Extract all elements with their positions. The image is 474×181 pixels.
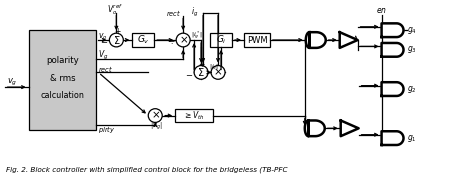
Text: $|i_g^*|$: $|i_g^*|$: [191, 30, 203, 42]
Text: $+$: $+$: [198, 59, 206, 69]
Text: & rms: & rms: [50, 74, 75, 83]
Text: $g_4$: $g_4$: [407, 25, 416, 36]
Text: $+$: $+$: [114, 26, 121, 36]
Text: $g_1$: $g_1$: [407, 133, 416, 144]
Text: $\Sigma$: $\Sigma$: [197, 66, 205, 78]
Text: $g_2$: $g_2$: [407, 84, 416, 95]
Text: $G_i$: $G_i$: [216, 34, 227, 46]
Polygon shape: [340, 32, 358, 48]
Bar: [175, 109, 213, 122]
Circle shape: [211, 66, 225, 79]
Text: $\Sigma$: $\Sigma$: [112, 34, 120, 46]
Polygon shape: [306, 32, 326, 48]
Text: $en$: $en$: [376, 6, 387, 15]
Text: $G_v$: $G_v$: [137, 34, 150, 46]
Text: $|i_g|$: $|i_g|$: [209, 63, 219, 72]
Circle shape: [176, 33, 190, 47]
Bar: [132, 33, 154, 47]
Text: $V_g$: $V_g$: [99, 49, 109, 62]
Text: PWM: PWM: [246, 35, 267, 45]
Text: $v_g$: $v_g$: [7, 77, 17, 88]
Text: polarity: polarity: [46, 56, 79, 65]
Text: $\times$: $\times$: [213, 67, 223, 78]
Circle shape: [194, 66, 208, 79]
Text: $rect$: $rect$: [99, 64, 114, 74]
Text: $-$: $-$: [185, 69, 193, 78]
Bar: [244, 33, 270, 47]
Polygon shape: [382, 23, 403, 37]
Polygon shape: [305, 121, 325, 136]
Text: $|v_g|$: $|v_g|$: [150, 121, 163, 132]
Text: $\times$: $\times$: [179, 35, 188, 45]
Text: $v_o$: $v_o$: [99, 32, 108, 42]
Text: $V_o^{ref}$: $V_o^{ref}$: [108, 2, 123, 17]
Text: $g_3$: $g_3$: [407, 44, 416, 55]
Polygon shape: [341, 121, 359, 136]
Text: calculation: calculation: [41, 91, 84, 100]
Text: Fig. 2. Block controller with simplified control block for the bridgeless (TB-PF: Fig. 2. Block controller with simplified…: [6, 167, 287, 173]
Polygon shape: [382, 131, 403, 145]
Bar: [210, 33, 232, 47]
Circle shape: [109, 33, 123, 47]
Text: $rect$: $rect$: [165, 8, 181, 18]
Text: $\geq V_{th}$: $\geq V_{th}$: [183, 109, 205, 122]
Circle shape: [148, 109, 162, 122]
Text: $-$: $-$: [100, 37, 109, 45]
Text: $i_g$: $i_g$: [191, 6, 199, 19]
Text: $\times$: $\times$: [151, 110, 160, 121]
Text: $\div$: $\div$: [168, 37, 175, 47]
Polygon shape: [382, 43, 403, 57]
Text: $plrty$: $plrty$: [99, 124, 116, 135]
Bar: [28, 30, 96, 130]
Polygon shape: [382, 82, 403, 96]
